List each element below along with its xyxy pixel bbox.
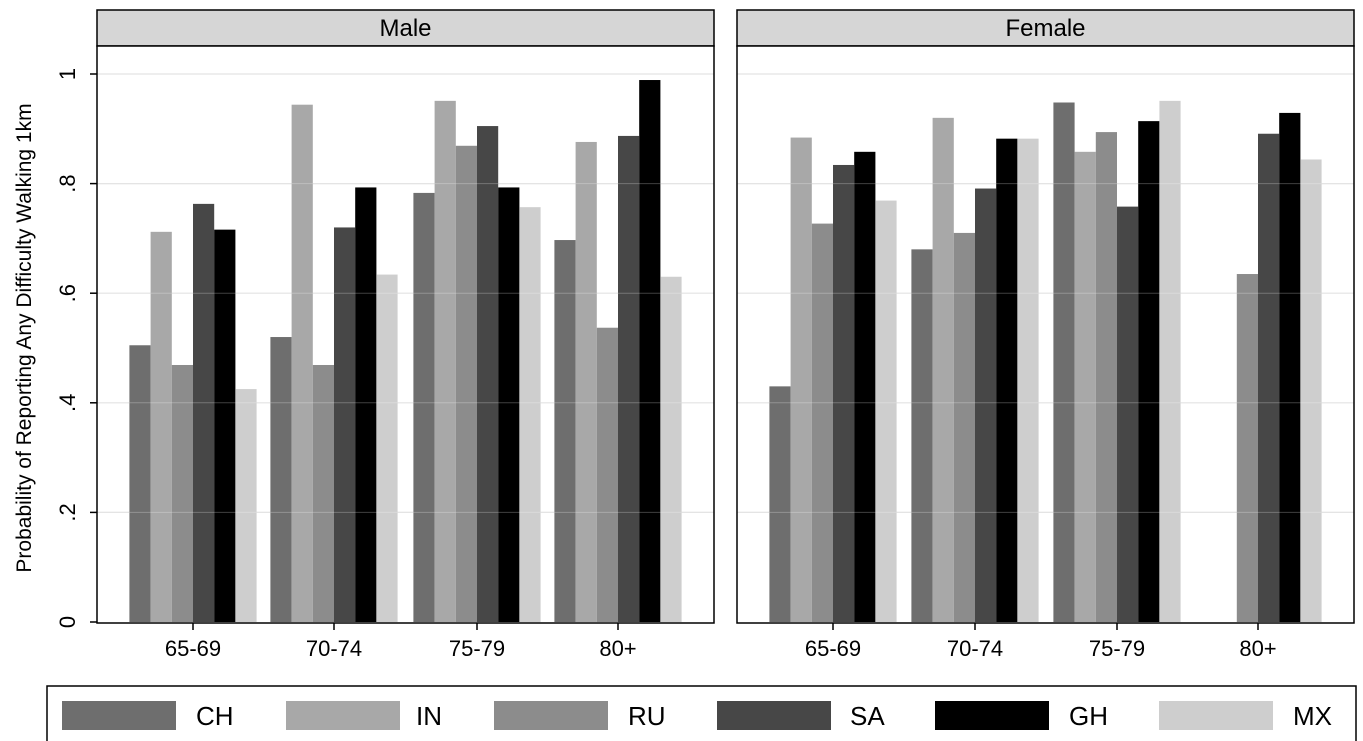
bar-in-75-79 (1074, 151, 1096, 623)
plot-border (736, 45, 1355, 624)
legend-swatch (717, 701, 831, 730)
bar-ch-75-79 (413, 192, 435, 622)
y-tick-label: 0 (55, 616, 80, 628)
bar-gh-65-69 (214, 229, 236, 622)
bar-ru-70-74 (312, 364, 334, 622)
bar-mx-75-79 (519, 207, 541, 622)
legend-label: SA (850, 701, 885, 731)
legend-swatch (286, 701, 400, 730)
bar-gh-70-74 (355, 187, 377, 622)
bar-ch-65-69 (769, 386, 791, 622)
legend-item-ch: CH (62, 701, 234, 731)
bar-ch-70-74 (911, 249, 933, 623)
bar-in-80+ (575, 141, 597, 622)
bar-sa-70-74 (334, 227, 356, 622)
bar-sa-65-69 (833, 164, 855, 622)
bar-sa-75-79 (477, 126, 499, 622)
legend-label: RU (628, 701, 666, 731)
bar-gh-75-79 (498, 187, 520, 622)
panel-male: Male 65-69 70-74 75-79 80+ 0 .2 .4 .6 .8 1 (55, 9, 715, 661)
bar-mx-75-79 (1159, 100, 1181, 623)
bar-mx-65-69 (235, 389, 257, 622)
legend-label: CH (196, 701, 234, 731)
bar-gh-65-69 (854, 151, 876, 623)
y-axis-label: Probability of Reporting Any Difficulty … (13, 103, 36, 572)
bar-ch-65-69 (129, 345, 151, 622)
panels-layer: Male 65-69 70-74 75-79 80+ 0 .2 .4 .6 .8 1 Female 65… (55, 9, 1355, 661)
bar-sa-65-69 (193, 203, 215, 622)
legend-item-mx: MX (1159, 701, 1332, 731)
bar-in-75-79 (434, 100, 456, 623)
bar-ru-80+ (596, 327, 618, 622)
x-tick-label: 75-79 (449, 636, 505, 661)
legend-item-ru: RU (494, 701, 666, 731)
bar-mx-70-74 (376, 274, 398, 622)
y-tick-label: 1 (55, 68, 80, 80)
legend-swatch (1159, 701, 1273, 730)
bar-ru-65-69 (811, 223, 833, 622)
x-tick-label: 65-69 (165, 636, 221, 661)
bar-mx-80+ (1300, 159, 1322, 622)
bar-ch-75-79 (1053, 102, 1075, 623)
bar-ch-70-74 (270, 337, 292, 622)
x-tick-label: 75-79 (1089, 636, 1145, 661)
bar-ru-65-69 (171, 364, 193, 622)
legend-item-sa: SA (717, 701, 885, 731)
x-tick-label: 70-74 (947, 636, 1003, 661)
panel-header (96, 9, 715, 47)
bar-ru-75-79 (1095, 132, 1117, 622)
legend-swatch (494, 701, 608, 730)
bar-ru-75-79 (455, 145, 477, 622)
bar-sa-75-79 (1117, 206, 1139, 622)
legend-label: MX (1293, 701, 1332, 731)
bar-ru-80+ (1236, 274, 1258, 622)
legend-swatch (62, 701, 176, 730)
legend-item-in: IN (286, 701, 442, 731)
legend-item-gh: GH (935, 701, 1108, 731)
legend-box (46, 685, 1357, 741)
bar-gh-75-79 (1138, 121, 1160, 623)
x-tick-label: 80+ (599, 636, 636, 661)
bar-in-70-74 (291, 104, 313, 623)
bar-in-65-69 (150, 231, 172, 622)
panel-title: Female (1005, 15, 1085, 42)
y-tick-label: .8 (55, 174, 80, 192)
bar-sa-80+ (618, 135, 640, 622)
bar-sa-70-74 (975, 188, 997, 623)
x-tick-label: 70-74 (306, 636, 362, 661)
y-tick-label: .4 (55, 394, 80, 412)
bar-mx-65-69 (875, 200, 897, 622)
panel-title: Male (379, 15, 431, 42)
panel-female: Female 65-69 70-74 75-79 80+ (736, 9, 1355, 661)
x-tick-label: 65-69 (805, 636, 861, 661)
plot-border (96, 45, 715, 624)
legend: CH IN RU SA GH MX (46, 685, 1357, 741)
y-tick-label: .6 (55, 284, 80, 302)
bar-in-70-74 (932, 117, 954, 622)
legend-swatch (935, 701, 1049, 730)
bar-ch-80+ (554, 240, 576, 622)
bar-ru-70-74 (953, 232, 975, 623)
y-tick-label: .2 (55, 503, 80, 521)
bar-gh-80+ (1279, 112, 1301, 623)
bar-mx-70-74 (1017, 138, 1039, 622)
bar-mx-80+ (660, 276, 682, 622)
bar-sa-80+ (1258, 133, 1280, 622)
x-tick-label: 80+ (1239, 636, 1276, 661)
panel-header (736, 9, 1355, 47)
legend-label: GH (1069, 701, 1108, 731)
legend-label: IN (416, 701, 442, 731)
bar-in-65-69 (790, 137, 812, 622)
bar-gh-70-74 (996, 138, 1018, 622)
bar-gh-80+ (639, 80, 661, 622)
